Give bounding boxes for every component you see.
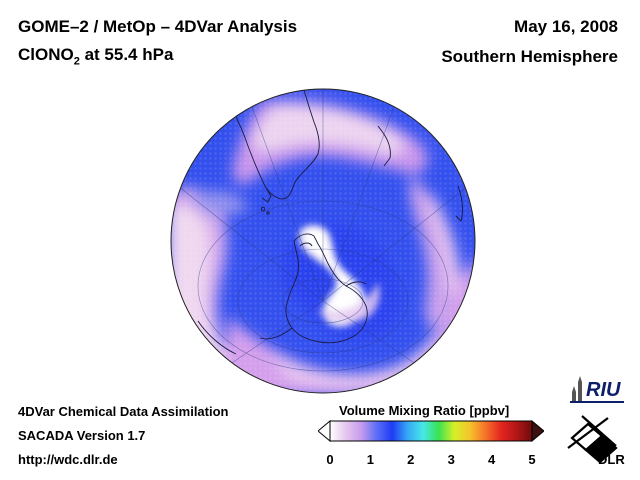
hemisphere-map xyxy=(170,88,476,394)
pressure-level: at 55.4 hPa xyxy=(79,45,174,64)
map-title: GOME–2 / MetOp – 4DVar Analysis xyxy=(18,17,298,36)
footer-line-2: SACADA Version 1.7 xyxy=(18,428,146,443)
colorbar-tick-0: 0 xyxy=(326,452,334,467)
colorbar-tick-1: 1 xyxy=(366,452,375,467)
riu-logo-text: RIU xyxy=(586,379,621,401)
date-label: May 16, 2008 xyxy=(514,17,618,36)
colorbar-ramp xyxy=(329,420,533,442)
species-level-label: ClONO2 at 55.4 hPa xyxy=(18,45,173,67)
species-subscript: 2 xyxy=(73,55,80,68)
coastlines xyxy=(197,89,463,355)
colorbar-tick-2: 2 xyxy=(407,452,415,467)
colorbar-tick-3: 3 xyxy=(447,452,455,467)
colorbar-over-arrow xyxy=(531,420,544,442)
species-name: ClONO xyxy=(18,45,74,64)
graticule xyxy=(177,89,469,387)
hemisphere-label: Southern Hemisphere xyxy=(441,47,618,66)
colorbar-label: Volume Mixing Ratio [ppbv] xyxy=(339,403,510,418)
footer-line-1: 4DVar Chemical Data Assimilation xyxy=(18,404,229,419)
colorbar-under-arrow xyxy=(318,420,331,442)
colorbar xyxy=(318,420,544,442)
footer-url[interactable]: http://wdc.dlr.de xyxy=(18,452,118,467)
dlr-logo: DLR xyxy=(567,415,625,466)
riu-logo: RIU xyxy=(570,376,624,403)
colorbar-tick-4: 4 xyxy=(487,452,496,467)
globe-field xyxy=(171,89,475,393)
dlr-logo-text: DLR xyxy=(598,452,625,466)
colorbar-tick-5: 5 xyxy=(528,452,536,467)
